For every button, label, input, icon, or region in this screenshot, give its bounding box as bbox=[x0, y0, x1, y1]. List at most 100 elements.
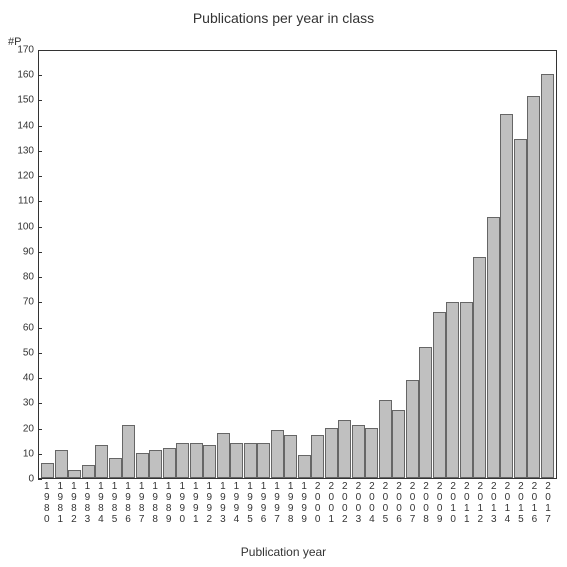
x-tick-label: 1996 bbox=[257, 479, 271, 529]
y-tick-label: 80 bbox=[23, 272, 34, 283]
bar bbox=[136, 453, 149, 478]
bar bbox=[271, 430, 284, 478]
x-tick-label: 1983 bbox=[81, 479, 95, 529]
bar bbox=[392, 410, 405, 478]
bar bbox=[122, 425, 135, 478]
bar bbox=[68, 470, 81, 478]
bar bbox=[41, 463, 54, 478]
y-tick-label: 120 bbox=[17, 171, 34, 182]
bar bbox=[460, 302, 473, 478]
y-tick-label: 20 bbox=[23, 423, 34, 434]
y-tick-label: 70 bbox=[23, 297, 34, 308]
y-tick-label: 0 bbox=[28, 474, 34, 485]
bar bbox=[244, 443, 257, 478]
x-tick-label: 2014 bbox=[501, 479, 515, 529]
bar bbox=[487, 217, 500, 478]
chart-title: Publications per year in class bbox=[0, 10, 567, 26]
x-axis-label: Publication year bbox=[0, 545, 567, 559]
x-tick-label: 2006 bbox=[392, 479, 406, 529]
bar bbox=[419, 347, 432, 478]
x-tick-label: 2015 bbox=[514, 479, 528, 529]
x-tick-label: 1992 bbox=[203, 479, 217, 529]
bar bbox=[406, 380, 419, 478]
y-tick-label: 100 bbox=[17, 221, 34, 232]
bar bbox=[55, 450, 68, 478]
x-tick-label: 2002 bbox=[338, 479, 352, 529]
bar bbox=[473, 257, 486, 478]
bar bbox=[149, 450, 162, 478]
x-tick-label: 2013 bbox=[487, 479, 501, 529]
x-tick-label: 1980 bbox=[40, 479, 54, 529]
bar bbox=[257, 443, 270, 478]
bar bbox=[352, 425, 365, 478]
bar bbox=[541, 74, 554, 478]
x-tick-label: 2005 bbox=[379, 479, 393, 529]
bar bbox=[284, 435, 297, 478]
y-axis-ticks: 0102030405060708090100110120130140150160… bbox=[0, 50, 38, 479]
x-tick-label: 1997 bbox=[270, 479, 284, 529]
x-tick-label: 2003 bbox=[352, 479, 366, 529]
x-tick-label: 1985 bbox=[108, 479, 122, 529]
bar bbox=[95, 445, 108, 478]
x-tick-label: 2017 bbox=[541, 479, 555, 529]
x-tick-label: 2000 bbox=[311, 479, 325, 529]
bar bbox=[365, 428, 378, 478]
x-tick-label: 2009 bbox=[433, 479, 447, 529]
y-tick-label: 60 bbox=[23, 322, 34, 333]
x-tick-label: 1984 bbox=[94, 479, 108, 529]
bar bbox=[379, 400, 392, 478]
x-tick-label: 1993 bbox=[216, 479, 230, 529]
chart-container: Publications per year in class #P 010203… bbox=[0, 0, 567, 567]
bar bbox=[176, 443, 189, 478]
bar bbox=[217, 433, 230, 478]
x-tick-label: 2008 bbox=[419, 479, 433, 529]
bar bbox=[298, 455, 311, 478]
x-tick-label: 1991 bbox=[189, 479, 203, 529]
x-tick-label: 2010 bbox=[446, 479, 460, 529]
y-tick-label: 130 bbox=[17, 145, 34, 156]
x-tick-label: 1990 bbox=[175, 479, 189, 529]
bar bbox=[325, 428, 338, 478]
x-tick-label: 1987 bbox=[135, 479, 149, 529]
bars-wrap bbox=[39, 51, 556, 478]
plot-area bbox=[38, 50, 557, 479]
y-tick-label: 10 bbox=[23, 448, 34, 459]
x-tick-label: 1994 bbox=[230, 479, 244, 529]
y-tick-label: 140 bbox=[17, 120, 34, 131]
x-tick-label: 1982 bbox=[67, 479, 81, 529]
x-tick-label: 2001 bbox=[324, 479, 338, 529]
bar bbox=[527, 96, 540, 478]
x-tick-label: 1981 bbox=[54, 479, 68, 529]
bar bbox=[190, 443, 203, 478]
y-tick-label: 110 bbox=[18, 196, 34, 207]
y-tick-label: 30 bbox=[23, 398, 34, 409]
bar bbox=[230, 443, 243, 478]
bar bbox=[163, 448, 176, 478]
x-tick-label: 2004 bbox=[365, 479, 379, 529]
x-tick-label: 1988 bbox=[148, 479, 162, 529]
y-tick-label: 90 bbox=[23, 246, 34, 257]
bar bbox=[82, 465, 95, 478]
bar bbox=[514, 139, 527, 478]
x-tick-label: 2007 bbox=[406, 479, 420, 529]
y-tick-label: 160 bbox=[17, 70, 34, 81]
y-tick-label: 40 bbox=[23, 373, 34, 384]
bar bbox=[446, 302, 459, 478]
x-tick-label: 2011 bbox=[460, 479, 474, 529]
x-tick-label: 1995 bbox=[243, 479, 257, 529]
x-tick-label: 2012 bbox=[474, 479, 488, 529]
y-tick-label: 170 bbox=[17, 45, 34, 56]
x-tick-label: 1989 bbox=[162, 479, 176, 529]
x-tick-label: 1999 bbox=[297, 479, 311, 529]
bar bbox=[109, 458, 122, 478]
bar bbox=[338, 420, 351, 478]
y-tick-label: 50 bbox=[23, 347, 34, 358]
x-tick-label: 2016 bbox=[528, 479, 542, 529]
bar bbox=[433, 312, 446, 478]
bar bbox=[311, 435, 324, 478]
y-tick-label: 150 bbox=[17, 95, 34, 106]
bar bbox=[500, 114, 513, 478]
bar bbox=[203, 445, 216, 478]
x-tick-label: 1986 bbox=[121, 479, 135, 529]
x-axis-ticks: 1980198119821983198419851986198719881989… bbox=[38, 479, 557, 529]
